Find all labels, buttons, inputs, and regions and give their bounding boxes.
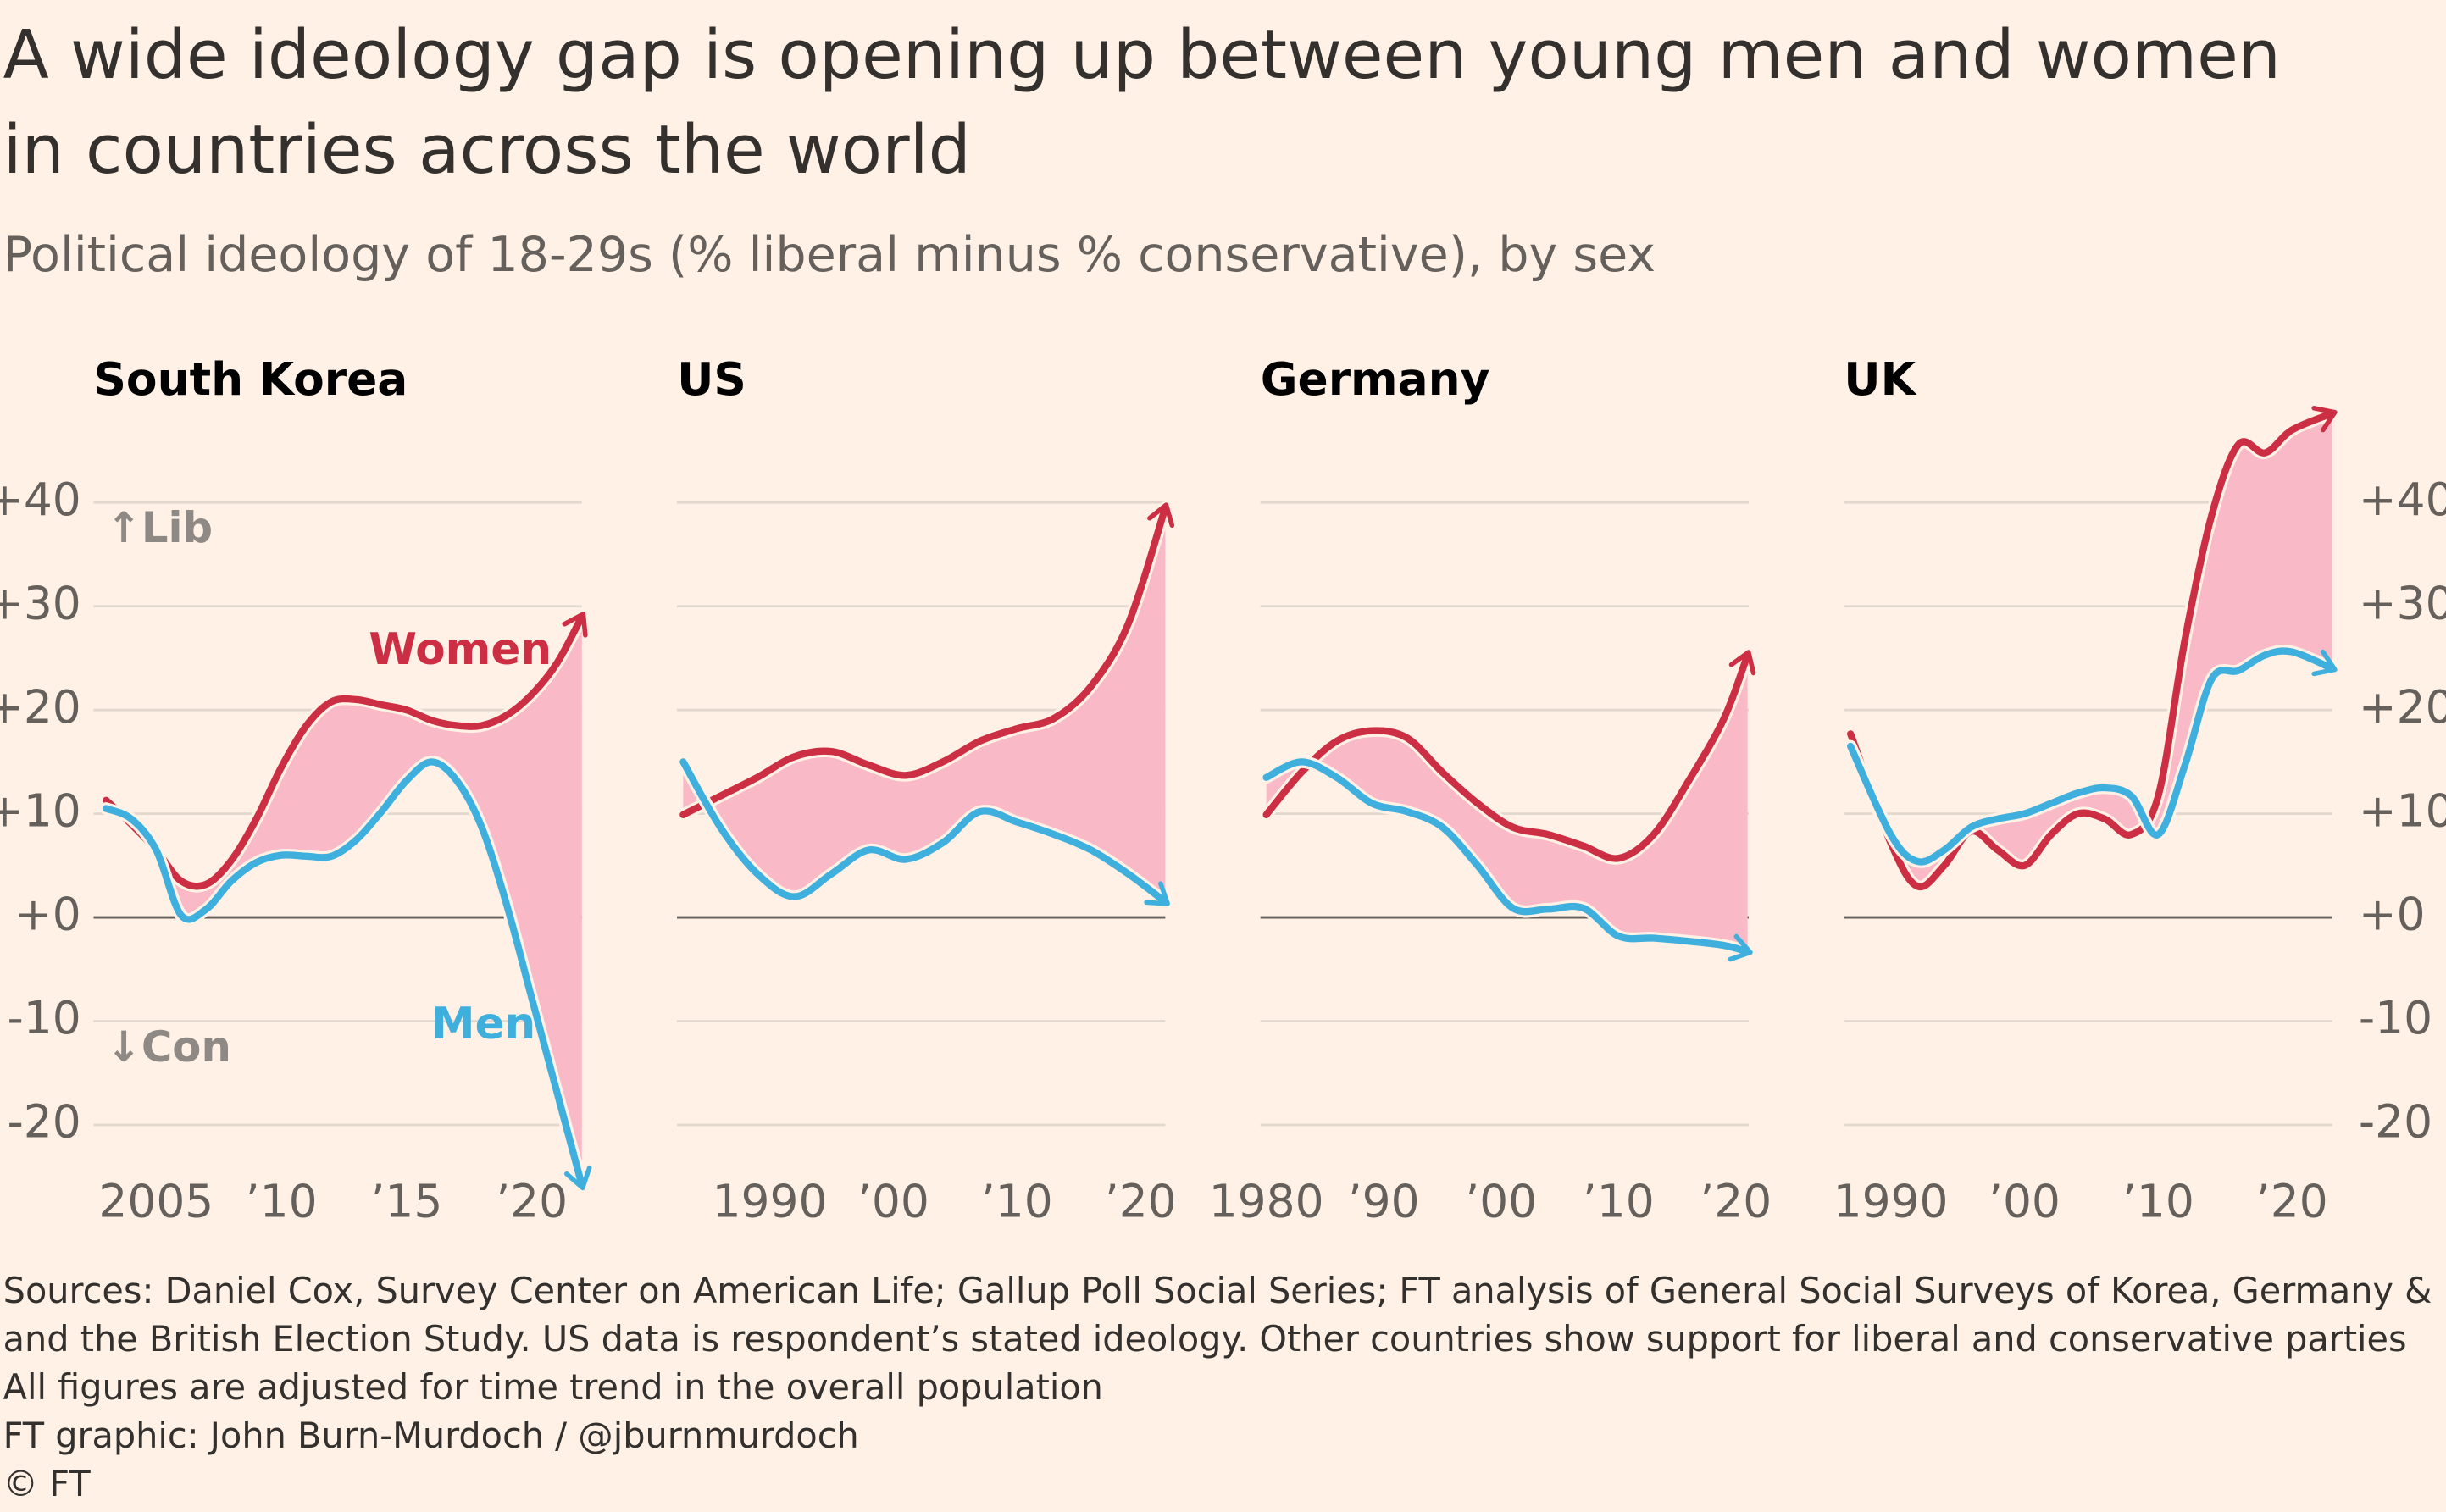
y-tick-label: -10 bbox=[2359, 991, 2432, 1044]
series-line bbox=[1847, 647, 2338, 866]
panel: UK +40 +30 +20 +10 +0 -10 -20 1990 ’00 ’10 ’20 bbox=[1833, 352, 2446, 1227]
x-tick-label: ’15 bbox=[370, 1174, 442, 1227]
gap-fill bbox=[106, 616, 582, 1185]
y-tick-label: +30 bbox=[2359, 576, 2446, 629]
x-tick-label: ’20 bbox=[496, 1174, 568, 1227]
source-line: © FT bbox=[3, 1464, 92, 1504]
series-line bbox=[1847, 405, 2338, 891]
series-label: Men bbox=[431, 999, 535, 1050]
panel: South Korea +40 +30 +20 +10 +0 -10 -20 2005 ’10 ’1… bbox=[0, 352, 592, 1228]
series-line bbox=[1262, 650, 1756, 862]
source-line: and the British Election Study. US data … bbox=[3, 1319, 2407, 1360]
series-line bbox=[103, 758, 592, 1191]
source-line: FT graphic: John Burn-Murdoch / @jburnmu… bbox=[3, 1415, 859, 1456]
x-tick-label: 1980 bbox=[1209, 1174, 1324, 1227]
x-tick-label: ’20 bbox=[1700, 1174, 1772, 1227]
x-tick-label: 1990 bbox=[1833, 1174, 1949, 1227]
panel-title: Germany bbox=[1261, 352, 1490, 406]
y-tick-label: -20 bbox=[8, 1095, 81, 1149]
series-line bbox=[679, 502, 1175, 818]
panel-title: US bbox=[677, 352, 746, 406]
x-tick-label: ’90 bbox=[1348, 1174, 1420, 1227]
x-tick-label: ’00 bbox=[1465, 1174, 1537, 1227]
chart-subtitle: Political ideology of 18-29s (% liberal … bbox=[3, 227, 1656, 283]
x-tick-label: ’20 bbox=[2256, 1174, 2328, 1227]
x-tick-label: ’10 bbox=[246, 1174, 318, 1227]
chart-title: in countries across the world bbox=[3, 111, 971, 189]
source-line: All figures are adjusted for time trend … bbox=[3, 1367, 1103, 1408]
y-tick-label: +0 bbox=[14, 888, 81, 941]
con-annotation: ↓Con bbox=[106, 1022, 231, 1072]
series-label: Women bbox=[369, 624, 552, 675]
series-line bbox=[103, 612, 588, 890]
y-tick-label: +0 bbox=[2359, 888, 2426, 941]
panel-title: UK bbox=[1844, 352, 1916, 406]
x-tick-label: 2005 bbox=[98, 1174, 214, 1227]
x-tick-label: ’00 bbox=[857, 1174, 929, 1227]
lib-annotation: ↑Lib bbox=[106, 503, 213, 552]
source-line: Sources: Daniel Cox, Survey Center on Am… bbox=[3, 1271, 2446, 1311]
y-tick-label: +10 bbox=[2359, 784, 2446, 837]
y-tick-label: +30 bbox=[0, 576, 81, 629]
gap-fill bbox=[683, 507, 1166, 902]
gap-fill bbox=[1266, 655, 1748, 952]
x-tick-label: ’10 bbox=[981, 1174, 1053, 1227]
x-tick-label: 1990 bbox=[713, 1174, 828, 1227]
y-tick-label: +20 bbox=[0, 680, 81, 734]
panel-title: South Korea bbox=[93, 352, 408, 406]
y-tick-label: -20 bbox=[2359, 1095, 2432, 1149]
y-tick-label: +40 bbox=[0, 473, 81, 526]
series-line bbox=[1262, 758, 1753, 962]
y-tick-label: +40 bbox=[2359, 473, 2446, 526]
y-tick-label: +20 bbox=[2359, 680, 2446, 734]
panel: US 1990 ’00 ’10 ’20 bbox=[677, 352, 1177, 1228]
x-tick-label: ’10 bbox=[2122, 1174, 2194, 1227]
x-tick-label: ’20 bbox=[1105, 1174, 1177, 1227]
plots: South Korea +40 +30 +20 +10 +0 -10 -20 2005 ’10 ’1… bbox=[0, 352, 2446, 1227]
chart-title: A wide ideology gap is opening up betwee… bbox=[3, 16, 2281, 94]
y-tick-label: +10 bbox=[0, 784, 81, 837]
y-tick-label: -10 bbox=[8, 991, 81, 1044]
panel: Germany 1980 ’90 ’00 ’10 ’20 bbox=[1209, 352, 1772, 1227]
x-tick-label: ’10 bbox=[1583, 1174, 1655, 1227]
series-line bbox=[679, 758, 1170, 906]
x-tick-label: ’00 bbox=[1988, 1174, 2061, 1227]
